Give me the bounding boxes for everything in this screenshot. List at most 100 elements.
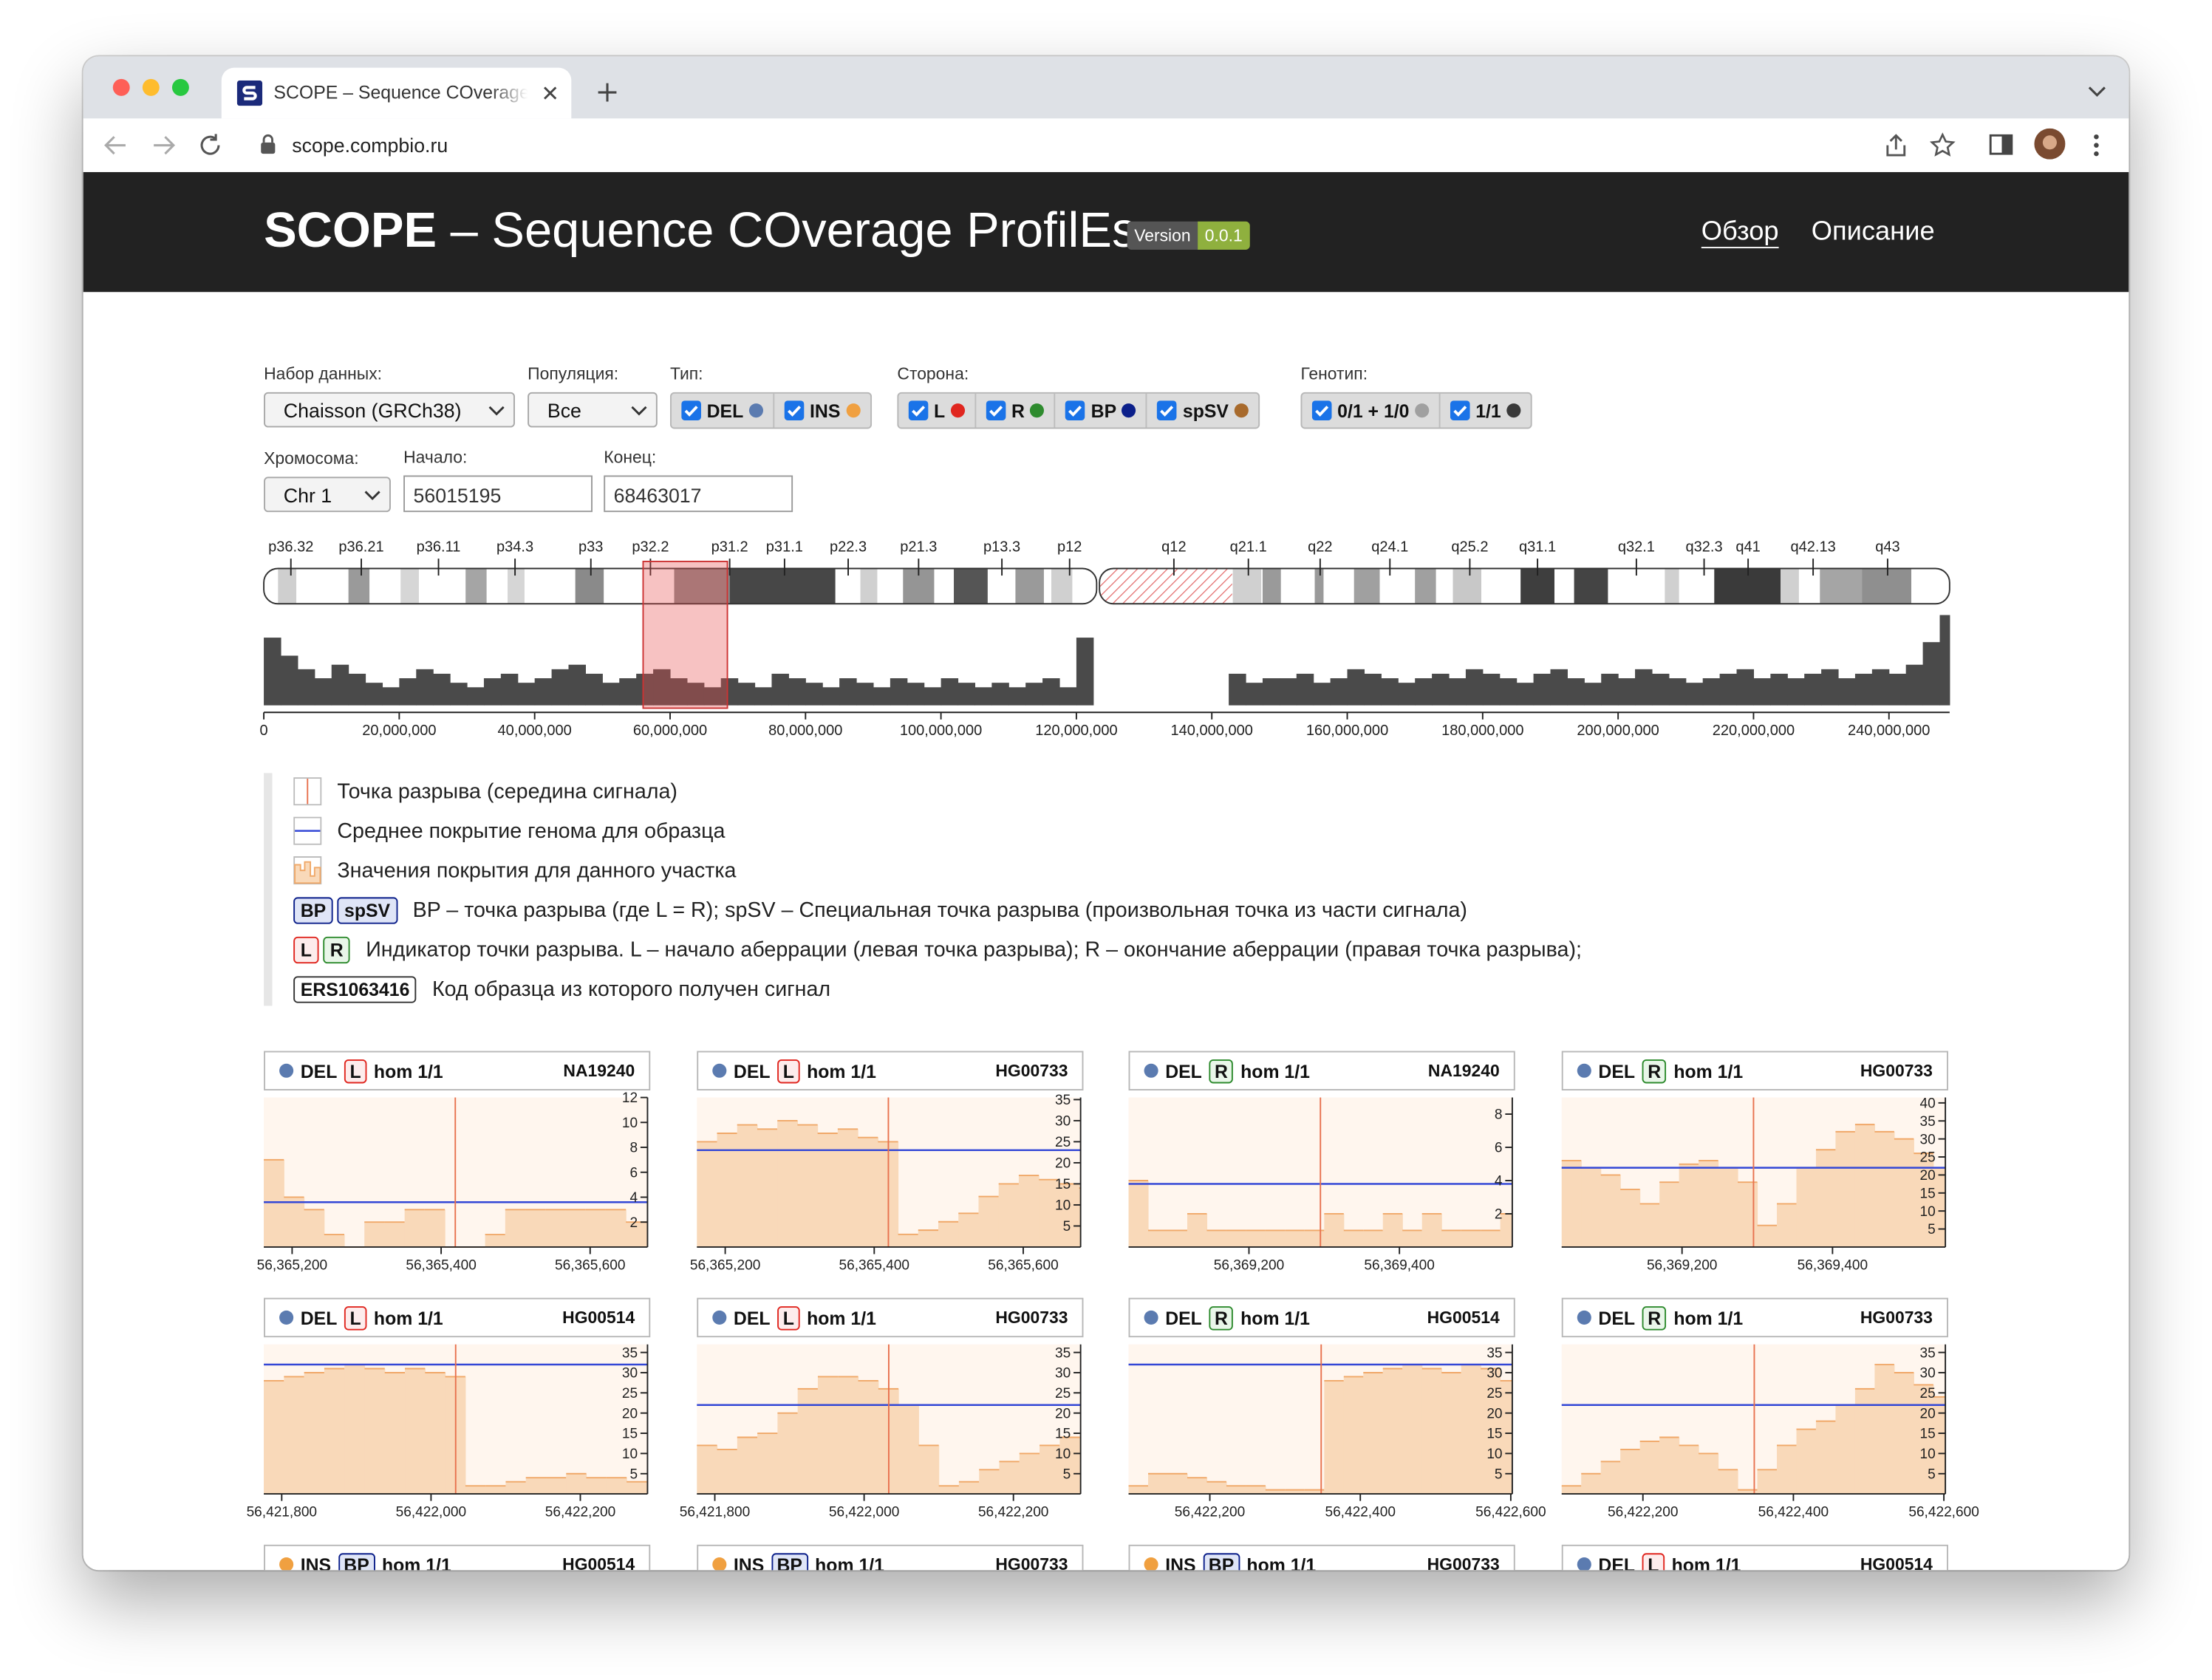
- coverage-bar: [1939, 615, 1950, 706]
- q-arm-outline: [1099, 567, 1950, 605]
- y-tick-label: 5: [1928, 1466, 1936, 1482]
- y-tick-label: 2: [629, 1215, 638, 1231]
- coverage-step: [1757, 1469, 1778, 1495]
- checkbox-option[interactable]: 1/1: [1440, 394, 1530, 428]
- coverage-step: [1835, 1404, 1856, 1495]
- coverage-step: [1854, 1388, 1875, 1495]
- x-tick-label: 56,422,400: [1325, 1505, 1395, 1520]
- x-tick-label: 180,000,000: [1441, 723, 1523, 739]
- coverage-step: [284, 1376, 305, 1495]
- zoom-button[interactable]: [171, 78, 189, 96]
- side-badge: R: [1642, 1059, 1667, 1083]
- coverage-step: [1441, 1230, 1462, 1247]
- band-label: q31.1: [1519, 539, 1556, 556]
- checkbox-option[interactable]: 0/1 + 1/0: [1302, 393, 1441, 428]
- coverage-bar: [1516, 683, 1535, 706]
- y-tick-label: 15: [1055, 1427, 1071, 1442]
- coverage-bar: [382, 687, 400, 706]
- coverage-bar: [957, 683, 976, 706]
- select[interactable]: Chaisson (GRCh38): [264, 392, 515, 428]
- type-label: INS: [733, 1554, 765, 1571]
- checkbox-option[interactable]: INS: [774, 394, 870, 428]
- select[interactable]: Chr 1: [264, 477, 391, 513]
- type-dot: [1577, 1310, 1591, 1325]
- y-tick-label: 25: [1486, 1386, 1502, 1401]
- band-stain: [1051, 568, 1073, 604]
- band-stain: [1781, 568, 1799, 604]
- coverage-step: [1796, 1167, 1817, 1247]
- coverage-step: [1815, 1150, 1837, 1247]
- checkbox-option[interactable]: L: [898, 393, 977, 428]
- coverage-step: [1581, 1473, 1602, 1495]
- coverage-step: [777, 1120, 798, 1247]
- coverage-step: [1324, 1380, 1345, 1495]
- side-badge: L: [777, 1305, 800, 1330]
- nav-link[interactable]: Описание: [1811, 217, 1935, 247]
- side-panel-button[interactable]: [1989, 134, 2013, 155]
- checkbox-option[interactable]: spSV: [1147, 394, 1258, 428]
- y-tick-label: 15: [1486, 1427, 1502, 1442]
- coverage-step: [264, 1159, 284, 1247]
- coverage-bar: [873, 687, 891, 706]
- tab-title: SCOPE – Sequence COverage: [273, 81, 528, 103]
- back-button[interactable]: [103, 132, 128, 157]
- genotype-label: hom 1/1: [1673, 1307, 1744, 1328]
- coverage-step: [1738, 1489, 1758, 1495]
- tab-close[interactable]: [542, 85, 559, 102]
- x-tick-label: 56,422,600: [1475, 1505, 1546, 1520]
- checkbox-option[interactable]: BP: [1056, 393, 1148, 428]
- coverage-step: [1167, 1473, 1188, 1495]
- text-input[interactable]: 68463017: [604, 475, 793, 513]
- minimize-button[interactable]: [142, 78, 160, 96]
- reload-button[interactable]: [197, 132, 222, 157]
- coverage-step: [364, 1222, 386, 1247]
- select[interactable]: Все: [528, 392, 658, 428]
- checkbox-option[interactable]: DEL: [672, 393, 775, 428]
- legend-item: Значения покрытия для данного участка: [293, 856, 736, 885]
- sample-id: HG00514: [562, 1308, 635, 1328]
- coverage-step: [817, 1133, 839, 1247]
- y-tick-label: 25: [1055, 1135, 1071, 1150]
- nav-link[interactable]: Обзор: [1701, 217, 1779, 247]
- coverage-step: [1148, 1473, 1169, 1495]
- y-tick-label: 10: [1055, 1447, 1071, 1462]
- side-badge: BP: [338, 1552, 375, 1571]
- forward-button[interactable]: [151, 132, 176, 157]
- x-tick-label: 56,422,200: [1608, 1505, 1678, 1520]
- band-label: p36.32: [268, 539, 313, 556]
- new-tab[interactable]: [597, 82, 618, 103]
- option-dot: [1506, 403, 1521, 418]
- share-button[interactable]: [1885, 132, 1908, 157]
- title-acronym: SCOPE: [264, 202, 437, 259]
- profile-avatar[interactable]: [2034, 128, 2066, 160]
- band-label: q41: [1735, 539, 1760, 556]
- y-tick-label: 35: [1920, 1114, 1936, 1130]
- sample-id: HG00733: [1427, 1554, 1500, 1571]
- menu-button[interactable]: [2092, 132, 2100, 157]
- address-bar[interactable]: scope.compbio.ru: [292, 134, 448, 157]
- x-tick-label: 160,000,000: [1306, 723, 1388, 739]
- tab-search[interactable]: [2088, 85, 2106, 99]
- sample-id: NA19240: [563, 1060, 635, 1081]
- y-tick-label: 30: [1920, 1132, 1936, 1147]
- close-button[interactable]: [112, 78, 130, 96]
- coverage-bar: [467, 687, 485, 706]
- legend-icon-mean: [293, 816, 322, 846]
- y-tick-label: 35: [1055, 1093, 1071, 1108]
- coverage-bar: [636, 673, 654, 706]
- checkbox-option[interactable]: R: [976, 393, 1056, 428]
- x-tick-label: 56,422,400: [1758, 1505, 1829, 1520]
- text-input[interactable]: 56015195: [403, 475, 593, 513]
- filter-label: Набор данных:: [264, 363, 383, 384]
- coverage-step: [1777, 1203, 1798, 1247]
- active-tab[interactable]: [221, 67, 572, 119]
- coverage-step: [797, 1124, 819, 1247]
- version-label: Version: [1127, 221, 1198, 250]
- coverage-step: [1402, 1230, 1423, 1247]
- bookmark-button[interactable]: [1930, 132, 1956, 157]
- version-badge: Version 0.0.1: [1127, 221, 1250, 250]
- checkbox-group: 0/1 + 1/0 1/1: [1300, 392, 1532, 429]
- coverage-step: [425, 1372, 446, 1495]
